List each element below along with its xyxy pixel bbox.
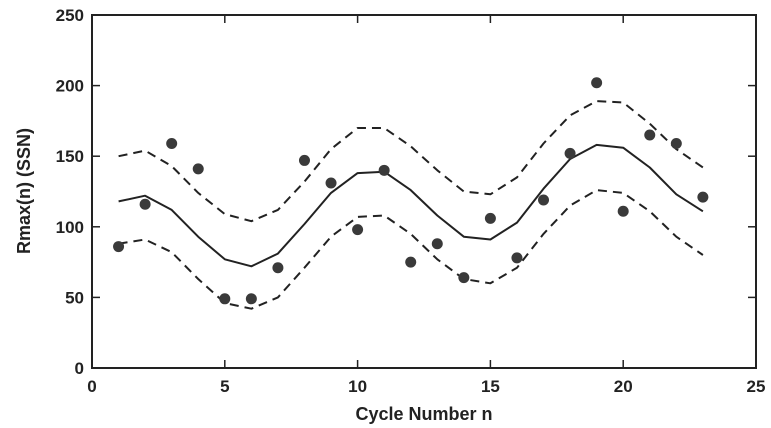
data-point: [405, 256, 417, 268]
dashed-series-line: [118, 100, 704, 223]
data-point: [458, 272, 470, 284]
x-tick-label: 0: [87, 377, 96, 396]
data-point: [538, 194, 550, 206]
y-tick-label: 150: [56, 147, 84, 166]
data-point: [245, 293, 257, 305]
data-point: [564, 147, 576, 159]
data-point: [298, 154, 310, 166]
data-point: [617, 205, 629, 217]
data-point: [591, 77, 603, 89]
data-point: [325, 177, 337, 189]
data-point: [166, 137, 178, 149]
data-point: [697, 191, 709, 203]
dashed-series-line: [118, 189, 704, 310]
solid-series-line: [118, 143, 704, 268]
y-axis-title: Rmax(n) (SSN): [14, 128, 34, 254]
data-point: [431, 238, 443, 250]
data-point: [484, 212, 496, 224]
data-point: [378, 164, 390, 176]
data-point: [192, 163, 204, 175]
data-point: [219, 293, 231, 305]
data-point: [511, 252, 523, 264]
y-tick-label: 200: [56, 77, 84, 96]
series-points: [113, 77, 709, 305]
y-tick-label: 100: [56, 218, 84, 237]
x-tick-label: 25: [747, 377, 766, 396]
series-lines: [118, 100, 704, 310]
x-tick-label: 10: [348, 377, 367, 396]
data-point: [272, 262, 284, 274]
y-tick-label: 50: [65, 288, 84, 307]
data-point: [644, 129, 656, 141]
y-tick-label: 0: [75, 359, 84, 378]
x-tick-label: 5: [220, 377, 229, 396]
plot-frame: [91, 14, 757, 369]
y-tick-label: 250: [56, 6, 84, 25]
x-tick-label: 15: [481, 377, 500, 396]
data-point: [670, 137, 682, 149]
data-point: [352, 224, 364, 236]
x-tick-label: 20: [614, 377, 633, 396]
data-point: [139, 198, 151, 210]
x-axis-title: Cycle Number n: [355, 404, 492, 424]
data-point: [113, 241, 125, 253]
